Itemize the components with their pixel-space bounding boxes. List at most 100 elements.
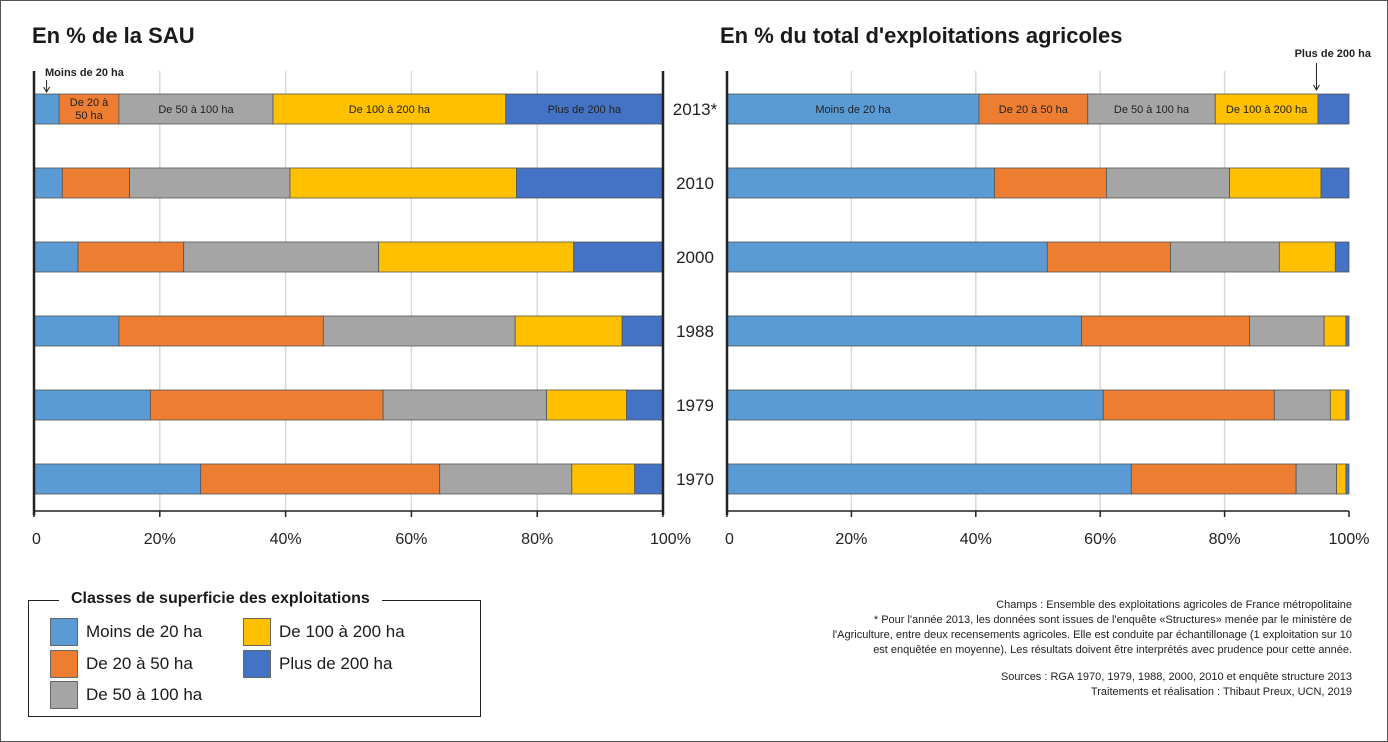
left-bar-1970-lt20 — [33, 463, 202, 495]
legend-label-20to50: De 20 à 50 ha — [86, 654, 193, 673]
right-x-tick-label: 40% — [960, 531, 992, 548]
left-bar-label-50to100: De 50 à 100 ha — [158, 104, 234, 116]
note-footnote-2: l'Agriculture, entre deux recensements a… — [832, 629, 1352, 641]
right-chart-title: En % du total d'exploitations agricoles — [720, 23, 1123, 48]
note-footnote-1: * Pour l'année 2013, les données sont is… — [873, 614, 1352, 626]
right-bar-1988-lt20 — [726, 315, 1082, 347]
left-bar-1988-20to50 — [118, 315, 324, 347]
left-bar-1970-gt200 — [634, 463, 664, 495]
year-label-1970: 1970 — [676, 470, 714, 489]
left-callout-arrow-head — [43, 86, 51, 93]
year-label-2013: 2013* — [673, 100, 718, 119]
left-bar-1988-50to100 — [322, 315, 516, 347]
right-bar-2010-gt200 — [1320, 167, 1350, 199]
right-bar-2013-20to50 — [978, 93, 1089, 125]
legend-label-100to200: De 100 à 200 ha — [279, 622, 405, 641]
left-bar-2010-50to100 — [129, 167, 291, 199]
right-bar-label-lt20: Moins de 20 ha — [815, 104, 891, 116]
note-credits: Traitements et réalisation : Thibaut Pre… — [1090, 686, 1352, 698]
right-x-tick-label: 60% — [1084, 531, 1116, 548]
left-bar-1988-gt200 — [621, 315, 664, 347]
right-bar-2010-100to200 — [1229, 167, 1322, 199]
left-x-tick-label: 40% — [270, 531, 302, 548]
left-x-tick-label: 80% — [521, 531, 553, 548]
right-bar-1979-lt20 — [726, 389, 1104, 421]
left-bar-1970-100to200 — [571, 463, 636, 495]
left-bar-1979-lt20 — [33, 389, 151, 421]
legend: Classes de superficie des exploitations … — [28, 590, 481, 717]
left-bar-2013-lt20 — [33, 93, 60, 125]
left-bar-label-20to50-line1: De 20 à — [70, 97, 109, 109]
left-bar-2013-50to100 — [118, 93, 274, 125]
note-champs: Champs : Ensemble des exploitations agri… — [996, 599, 1352, 611]
right-bar-2013-100to200 — [1214, 93, 1319, 125]
right-bar-1979-20to50 — [1102, 389, 1275, 421]
right-callout-gt200: Plus de 200 ha — [1295, 48, 1372, 60]
right-bar-label-100to200: De 100 à 200 ha — [1226, 104, 1308, 116]
left-bar-1988-lt20 — [33, 315, 120, 347]
right-x-tick-label: 0 — [725, 531, 734, 548]
left-bar-1988-100to200 — [514, 315, 623, 347]
right-bar-2013-50to100 — [1087, 93, 1216, 125]
left-bar-2010-gt200 — [516, 167, 664, 199]
left-bar-2010-lt20 — [33, 167, 63, 199]
notes-block: Champs : Ensemble des exploitations agri… — [692, 598, 1352, 700]
legend-swatch-100to200 — [243, 618, 271, 646]
left-bar-1979-100to200 — [546, 389, 627, 421]
right-x-tick-label: 100% — [1329, 531, 1370, 548]
left-bar-1970-20to50 — [200, 463, 441, 495]
right-bar-1988-gt200 — [1345, 315, 1350, 347]
left-x-tick-label: 20% — [144, 531, 176, 548]
left-bar-2000-lt20 — [33, 241, 79, 273]
left-x-tick-label: 100% — [650, 531, 691, 548]
right-bar-label-50to100: De 50 à 100 ha — [1114, 104, 1190, 116]
year-label-2010: 2010 — [676, 174, 714, 193]
right-bar-2013-gt200 — [1317, 93, 1350, 125]
left-x-tick-label: 60% — [395, 531, 427, 548]
legend-swatch-lt20 — [50, 618, 78, 646]
right-bar-1970-50to100 — [1295, 463, 1337, 495]
right-bar-2010-20to50 — [994, 167, 1107, 199]
right-callout-arrow-head — [1313, 84, 1320, 91]
right-bar-1988-20to50 — [1081, 315, 1250, 347]
left-bar-2010-100to200 — [289, 167, 517, 199]
right-bar-1979-100to200 — [1329, 389, 1347, 421]
legend-swatch-50to100 — [50, 681, 78, 709]
legend-title: Classes de superficie des exploitations — [59, 590, 382, 608]
left-bar-label-100to200: De 100 à 200 ha — [349, 104, 431, 116]
right-bar-1988-50to100 — [1249, 315, 1325, 347]
left-bar-2000-20to50 — [77, 241, 185, 273]
right-bar-2000-20to50 — [1046, 241, 1171, 273]
left-bar-2013-gt200 — [505, 93, 664, 125]
left-callout-lt20: Moins de 20 ha — [45, 67, 125, 79]
right-bar-1979-50to100 — [1273, 389, 1331, 421]
note-sources: Sources : RGA 1970, 1979, 1988, 2000, 20… — [1000, 671, 1352, 683]
left-bar-2013-100to200 — [272, 93, 507, 125]
year-label-2000: 2000 — [676, 248, 714, 267]
right-bar-2000-lt20 — [726, 241, 1048, 273]
left-bar-1979-20to50 — [149, 389, 384, 421]
right-bar-1979-gt200 — [1345, 389, 1350, 421]
right-bar-2000-gt200 — [1334, 241, 1350, 273]
note-footnote-3: est enquêtée en moyenne). Les résultats … — [873, 644, 1352, 656]
legend-label-50to100: De 50 à 100 ha — [86, 685, 203, 704]
right-x-tick-label: 80% — [1209, 531, 1241, 548]
legend-swatch-20to50 — [50, 650, 78, 678]
right-bar-2010-lt20 — [726, 167, 995, 199]
left-bar-2000-gt200 — [573, 241, 664, 273]
right-bar-label-20to50: De 20 à 50 ha — [999, 104, 1069, 116]
legend-label-gt200: Plus de 200 ha — [279, 654, 393, 673]
left-x-tick-label: 0 — [32, 531, 41, 548]
right-bar-1970-100to200 — [1336, 463, 1347, 495]
year-label-1979: 1979 — [676, 396, 714, 415]
legend-label-lt20: Moins de 20 ha — [86, 622, 203, 641]
right-bar-1970-lt20 — [726, 463, 1132, 495]
left-bar-2000-100to200 — [378, 241, 575, 273]
left-chart-title: En % de la SAU — [32, 23, 195, 48]
left-bar-2000-50to100 — [183, 241, 380, 273]
left-bar-label-gt200: Plus de 200 ha — [548, 104, 622, 116]
right-bar-1988-100to200 — [1323, 315, 1347, 347]
left-bar-1979-50to100 — [382, 389, 548, 421]
